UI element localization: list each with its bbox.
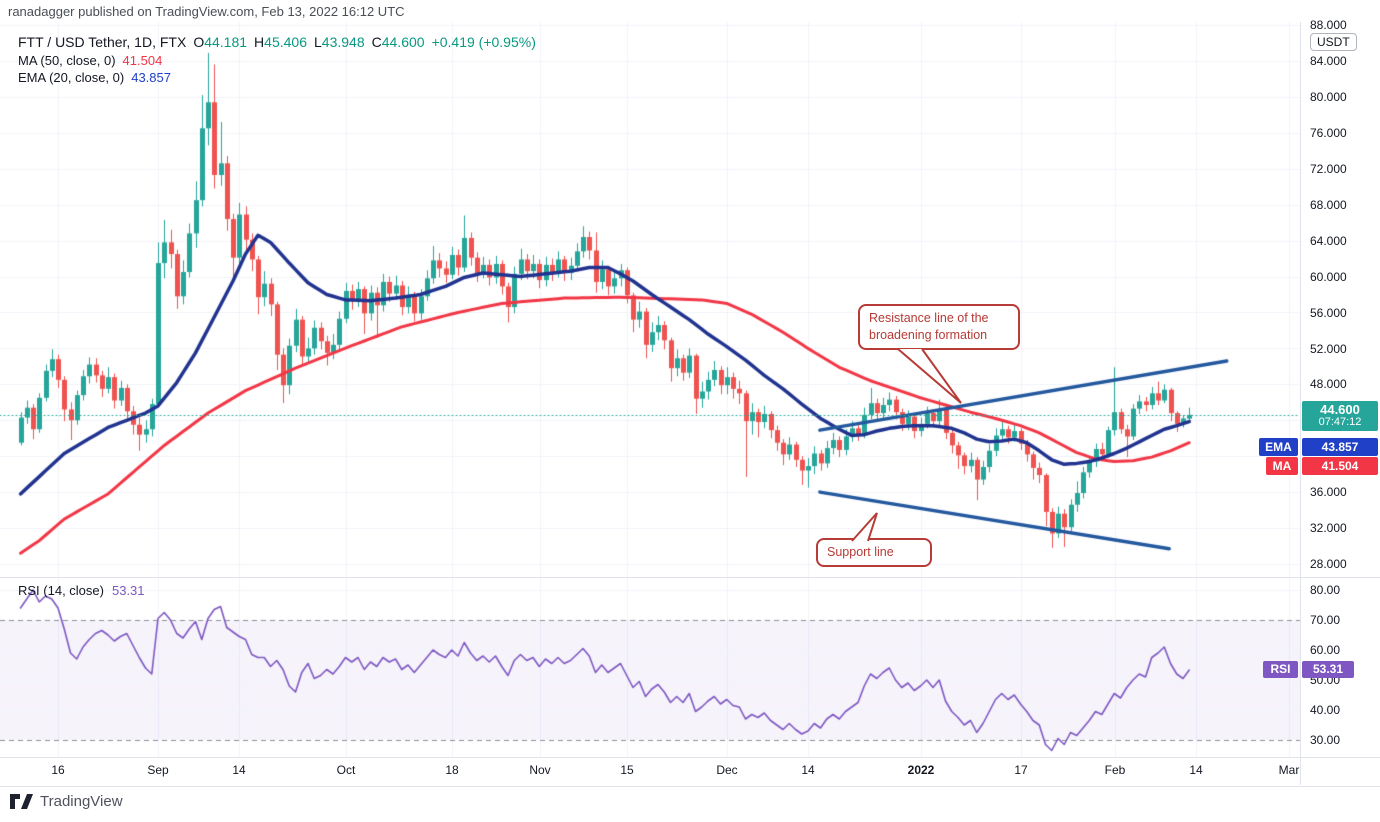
- change-value: +0.419 (+0.95%): [431, 34, 536, 50]
- time-axis-label: Mar: [1278, 763, 1300, 777]
- price-axis-label: 56.000: [1310, 306, 1347, 320]
- ma-value: 41.504: [122, 53, 163, 68]
- price-axis-label: 84.000: [1310, 54, 1347, 68]
- ma-axis-value-badge: 41.504: [1302, 457, 1378, 475]
- time-axis-label: Sep: [147, 763, 169, 777]
- ema-legend-row[interactable]: EMA (20, close, 0) 43.857: [18, 70, 171, 85]
- ma-legend-row[interactable]: MA (50, close, 0) 41.504: [18, 53, 162, 68]
- price-axis-label: 64.000: [1310, 234, 1347, 248]
- price-axis-label: 48.000: [1310, 377, 1347, 391]
- open-value: O 44.181: [193, 34, 248, 50]
- price-axis[interactable]: 88.000 84.000 80.000 76.000 72.000 68.000 64.0…: [1300, 18, 1380, 577]
- time-axis-label: 14: [801, 763, 815, 777]
- price-axis-label: 80.000: [1310, 90, 1347, 104]
- time-axis-label: 18: [445, 763, 459, 777]
- countdown-timer: 07:47:12: [1318, 416, 1362, 428]
- time-axis-label: 15: [620, 763, 634, 777]
- time-axis-label: 14: [232, 763, 246, 777]
- ema-axis-value-badge: 43.857: [1302, 438, 1378, 456]
- ema-axis-label-badge: EMA: [1259, 438, 1298, 456]
- currency-unit-badge[interactable]: USDT: [1310, 33, 1357, 51]
- ema-value: 43.857: [131, 70, 171, 85]
- rsi-axis-label: 70.00: [1310, 613, 1341, 627]
- high-value: H 45.406: [254, 34, 307, 50]
- time-axis[interactable]: 16 Sep 14 Oct 18 Nov 15 Dec 14 2022 17 Feb 14 Mar: [0, 757, 1300, 786]
- price-axis-label: 52.000: [1310, 342, 1347, 356]
- rsi-axis-label: 80.00: [1310, 583, 1341, 597]
- price-axis-label: 76.000: [1310, 126, 1347, 140]
- ma-axis-label-badge: MA: [1266, 457, 1298, 475]
- rsi-label: RSI (14, close): [18, 583, 104, 598]
- rsi-axis-label: 40.00: [1310, 703, 1341, 717]
- price-axis-label: 28.000: [1310, 557, 1347, 571]
- price-axis-label: 68.000: [1310, 198, 1347, 212]
- low-value: L 43.948: [313, 34, 365, 50]
- rsi-legend-row[interactable]: RSI (14, close) 53.31: [18, 583, 145, 598]
- tradingview-mark-icon: [10, 794, 33, 809]
- time-axis-label: Feb: [1104, 763, 1126, 777]
- rsi-axis-value-badge: 53.31: [1302, 661, 1354, 678]
- time-axis-label: Nov: [529, 763, 551, 777]
- rsi-axis-label-badge: RSI: [1263, 661, 1298, 678]
- time-axis-label: 14: [1189, 763, 1203, 777]
- symbol-legend-row[interactable]: FTT / USD Tether, 1D, FTX O 44.181 H 45.40…: [18, 34, 536, 50]
- pane-separator: [0, 577, 1380, 578]
- symbol-title: FTT / USD Tether, 1D, FTX: [18, 34, 187, 50]
- rsi-axis-label: 60.00: [1310, 643, 1341, 657]
- last-price-badge: 44.600 07:47:12: [1302, 401, 1378, 431]
- publisher-line: ranadagger published on TradingView.com,…: [8, 4, 405, 19]
- axis-separator-vertical: [1300, 22, 1301, 785]
- rsi-axis-label: 30.00: [1310, 733, 1341, 747]
- price-axis-label: 36.000: [1310, 485, 1347, 499]
- time-axis-label: 2022: [907, 763, 935, 777]
- rsi-value: 53.31: [111, 583, 145, 598]
- time-axis-label: 16: [51, 763, 65, 777]
- time-axis-label: 17: [1014, 763, 1028, 777]
- price-axis-label: 72.000: [1310, 162, 1347, 176]
- time-axis-label: Oct: [336, 763, 356, 777]
- time-axis-label: Dec: [716, 763, 738, 777]
- price-axis-label: 88.000: [1310, 18, 1347, 32]
- ma-label: MA (50, close, 0): [18, 53, 116, 68]
- chart-bottom-border: [0, 786, 1380, 787]
- price-axis-label: 32.000: [1310, 521, 1347, 535]
- close-value: C 44.600: [371, 34, 425, 50]
- support-annotation[interactable]: Support line: [816, 538, 932, 567]
- price-axis-label: 60.000: [1310, 270, 1347, 284]
- tradingview-logo[interactable]: TradingView: [10, 793, 123, 810]
- resistance-annotation[interactable]: Resistance line of the broadening format…: [858, 304, 1020, 350]
- ema-label: EMA (20, close, 0): [18, 70, 125, 85]
- tradingview-wordmark: TradingView: [40, 793, 123, 810]
- time-axis-separator: [0, 757, 1380, 758]
